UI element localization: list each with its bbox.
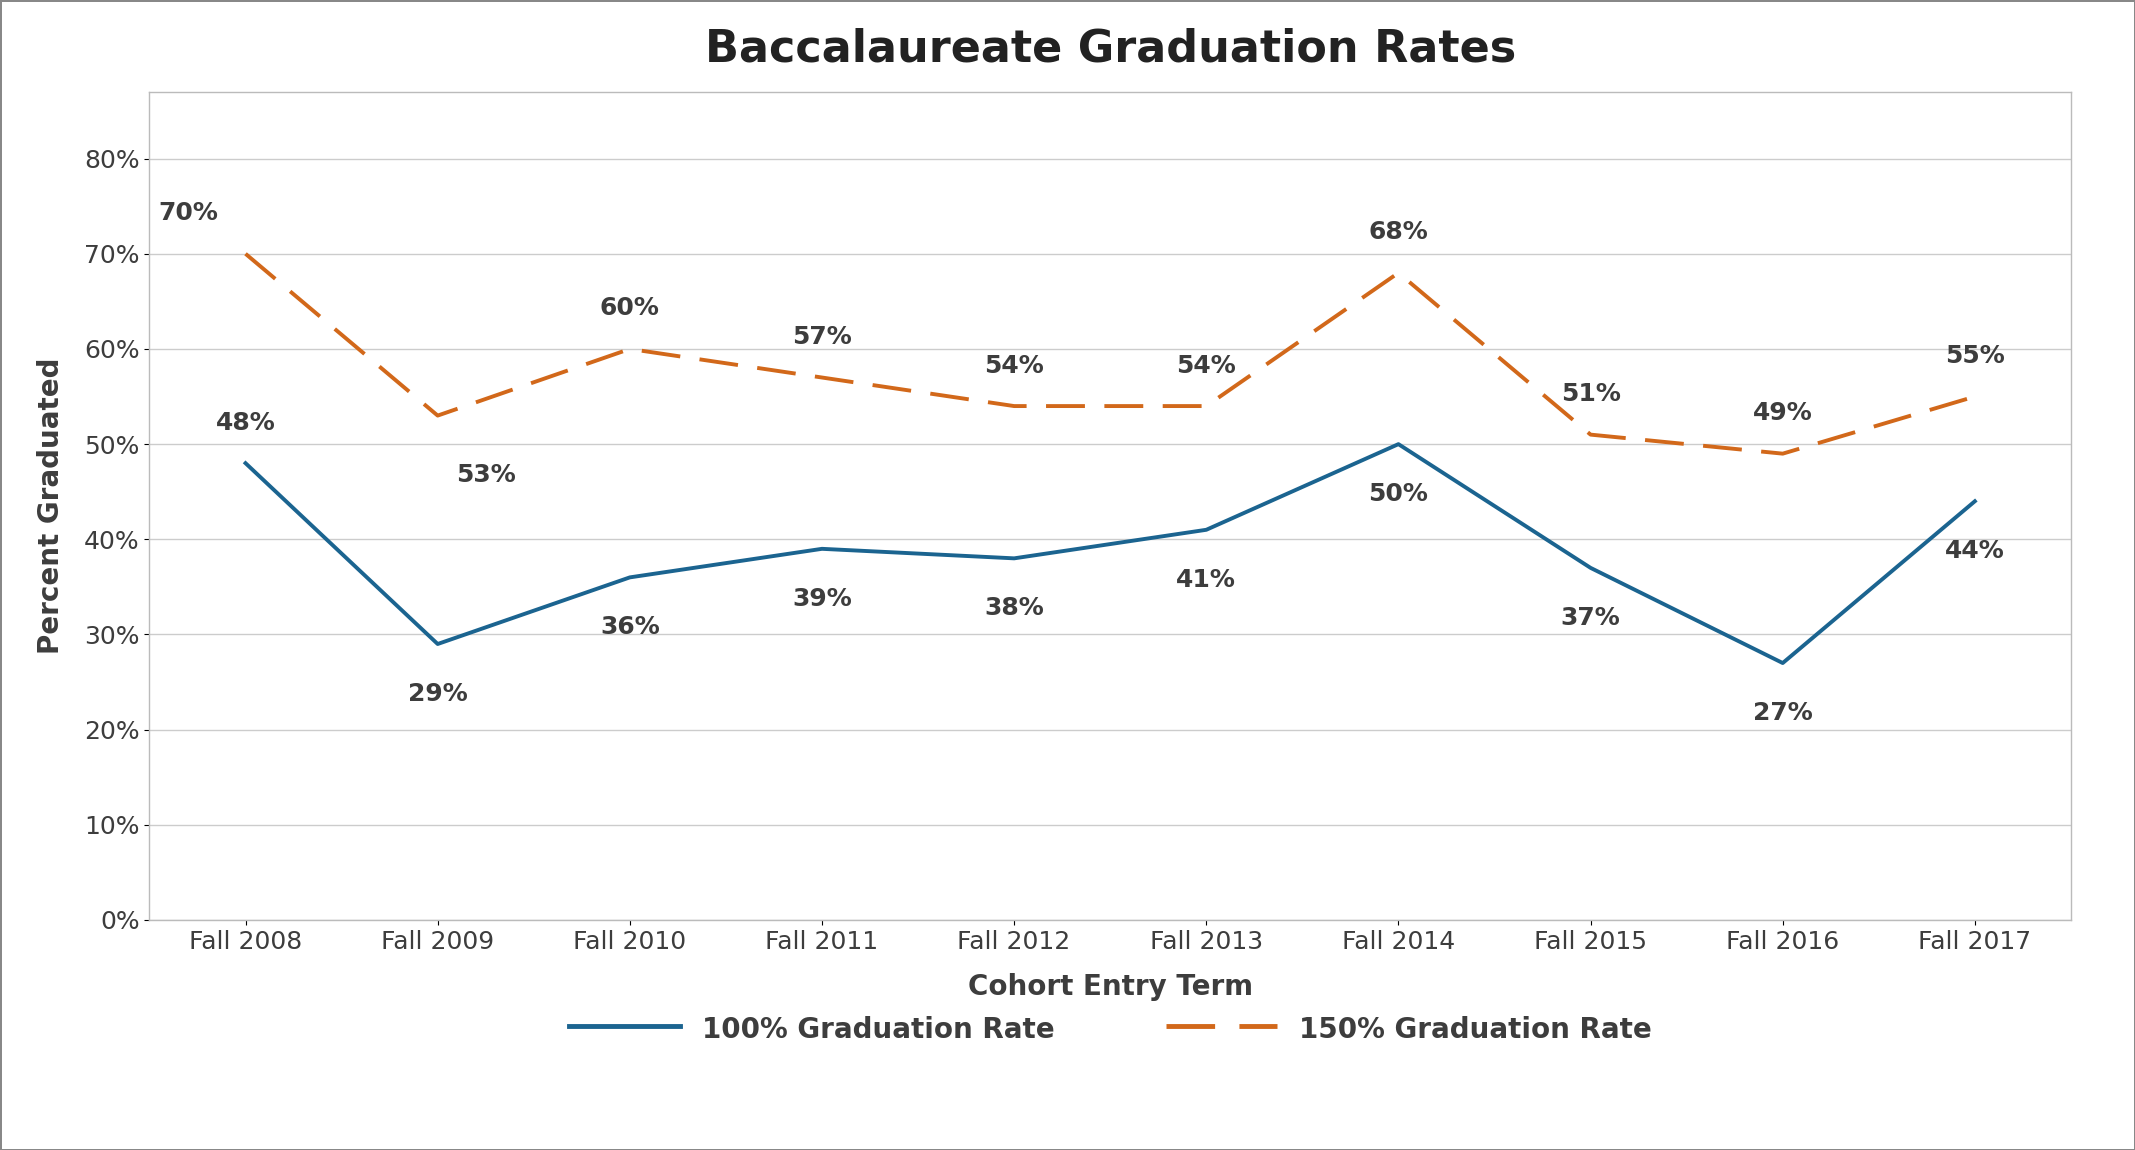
Y-axis label: Percent Graduated: Percent Graduated bbox=[36, 358, 64, 654]
Text: 29%: 29% bbox=[408, 682, 468, 706]
Text: 50%: 50% bbox=[1369, 482, 1428, 506]
Text: 57%: 57% bbox=[792, 325, 852, 348]
Text: 60%: 60% bbox=[600, 297, 660, 321]
Text: 54%: 54% bbox=[1176, 353, 1236, 377]
Text: 53%: 53% bbox=[457, 463, 515, 488]
Text: 39%: 39% bbox=[792, 586, 852, 611]
X-axis label: Cohort Entry Term: Cohort Entry Term bbox=[967, 973, 1253, 1002]
Legend: 100% Graduation Rate, 150% Graduation Rate: 100% Graduation Rate, 150% Graduation Ra… bbox=[540, 987, 1680, 1072]
Text: 55%: 55% bbox=[1945, 344, 2005, 368]
Text: 68%: 68% bbox=[1369, 221, 1428, 244]
Text: 70%: 70% bbox=[158, 201, 218, 225]
Text: 51%: 51% bbox=[1561, 382, 1620, 406]
Text: 27%: 27% bbox=[1753, 702, 1813, 726]
Text: 49%: 49% bbox=[1753, 401, 1813, 426]
Text: 54%: 54% bbox=[984, 353, 1044, 377]
Text: 44%: 44% bbox=[1945, 539, 2005, 564]
Text: 36%: 36% bbox=[600, 615, 660, 639]
Text: 38%: 38% bbox=[984, 597, 1044, 620]
Text: 48%: 48% bbox=[216, 411, 275, 435]
Title: Baccalaureate Graduation Rates: Baccalaureate Graduation Rates bbox=[705, 28, 1516, 70]
Text: 37%: 37% bbox=[1561, 606, 1620, 630]
Text: 41%: 41% bbox=[1176, 568, 1236, 592]
